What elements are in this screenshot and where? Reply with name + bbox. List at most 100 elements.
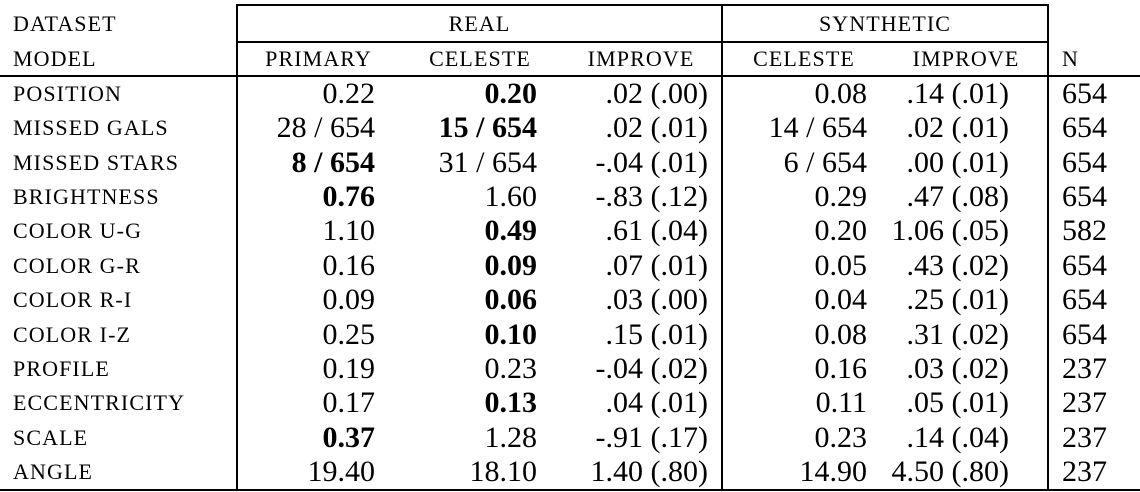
cell-primary-real: 0.25 — [236, 317, 399, 352]
row-label: COLOR I-Z — [13, 321, 132, 347]
cell-improve-synthetic: .31 (.02) — [906, 317, 1009, 351]
cell-primary-real: 1.10 — [236, 214, 399, 249]
table-row: MISSED GALS 28 / 654 15 / 654 .02 (.01) … — [0, 111, 1140, 146]
cell-improve-synthetic: .05 (.01) — [906, 386, 1009, 420]
cell-improve-real: .61 (.04) — [605, 214, 708, 248]
cell-primary-real: 0.17 — [236, 386, 399, 421]
cell-celeste-real: 0.20 — [484, 77, 538, 110]
table-row: BRIGHTNESS 0.76 1.60 -.83 (.12) 0.29 .47… — [0, 179, 1140, 215]
header-improve-real: IMPROVE — [561, 42, 722, 77]
header-synthetic-group: SYNTHETIC — [721, 4, 1048, 43]
cell-n: 654 — [1047, 317, 1140, 352]
cell-primary-real: 0.22 — [236, 76, 399, 111]
cell-n: 654 — [1047, 248, 1140, 283]
header-n: N — [1047, 42, 1140, 77]
cell-improve-real: .02 (.00) — [605, 77, 708, 110]
header-primary: PRIMARY — [236, 42, 399, 77]
table-row: MISSED STARS 8 / 654 31 / 654 -.04 (.01)… — [0, 145, 1140, 180]
row-label: MISSED STARS — [13, 149, 180, 175]
cell-improve-synthetic: .47 (.08) — [906, 179, 1009, 213]
cell-celeste-synthetic: 0.23 — [721, 420, 885, 455]
cell-primary-real: 0.16 — [236, 248, 399, 283]
table-row: COLOR U-G 1.10 0.49 .61 (.04) 0.20 1.06 … — [0, 214, 1140, 249]
cell-celeste-synthetic: 0.05 — [721, 248, 885, 283]
cell-n: 237 — [1047, 420, 1140, 455]
row-label: POSITION — [13, 81, 123, 106]
cell-celeste-real: 0.13 — [484, 386, 538, 420]
cell-improve-synthetic: .14 (.04) — [906, 420, 1009, 454]
cell-improve-synthetic: .14 (.01) — [906, 77, 1009, 110]
cell-improve-synthetic: 4.50 (.80) — [885, 454, 1048, 491]
header-celeste-synthetic: CELESTE — [721, 42, 885, 77]
table-row: COLOR I-Z 0.25 0.10 .15 (.01) 0.08 .31 (… — [0, 317, 1140, 352]
cell-celeste-synthetic: 0.20 — [721, 214, 885, 249]
cell-improve-synthetic: .00 (.01) — [906, 145, 1009, 179]
row-label: MISSED GALS — [13, 115, 169, 141]
table-row: POSITION 0.22 0.20 .02 (.00) 0.08 .14 (.… — [0, 76, 1140, 111]
cell-celeste-real: 1.28 — [484, 420, 538, 454]
cell-celeste-synthetic: 0.29 — [721, 179, 885, 215]
row-label: BRIGHTNESS — [13, 183, 160, 209]
header-model: MODEL — [0, 42, 237, 77]
cell-celeste-real: 0.09 — [484, 248, 538, 282]
cell-improve-real: -.83 (.12) — [595, 179, 708, 213]
cell-n: 654 — [1047, 282, 1140, 318]
cell-n: 654 — [1047, 145, 1140, 180]
header-row-columns: MODEL PRIMARY CELESTE IMPROVE CELESTE IM… — [0, 42, 1140, 77]
row-label: ECCENTRICITY — [13, 390, 186, 416]
cell-improve-real: .04 (.01) — [605, 386, 708, 420]
cell-celeste-synthetic: 0.08 — [721, 76, 885, 111]
cell-celeste-synthetic: 14.90 — [721, 454, 885, 491]
cell-celeste-real: 0.10 — [484, 317, 538, 351]
cell-celeste-synthetic: 14 / 654 — [721, 111, 885, 146]
table-row: COLOR G-R 0.16 0.09 .07 (.01) 0.05 .43 (… — [0, 248, 1140, 283]
cell-primary-real: 0.09 — [236, 282, 399, 318]
row-label: ANGLE — [0, 454, 237, 491]
header-celeste-real: CELESTE — [399, 42, 561, 77]
cell-celeste-real: 31 / 654 — [438, 145, 537, 179]
cell-improve-real: 1.40 (.80) — [561, 454, 722, 491]
results-table: DATASET REAL SYNTHETIC MODEL PRIMARY CEL… — [0, 4, 1140, 491]
cell-celeste-synthetic: 0.08 — [721, 317, 885, 352]
cell-celeste-synthetic: 0.16 — [721, 351, 885, 387]
cell-improve-synthetic: 1.06 (.05) — [891, 214, 1009, 248]
cell-improve-real: .02 (.01) — [605, 111, 708, 145]
cell-primary-real: 0.19 — [236, 351, 399, 387]
header-row-groups: DATASET REAL SYNTHETIC — [0, 4, 1140, 43]
header-spacer — [1047, 5, 1140, 42]
cell-primary-real: 8 / 654 — [236, 145, 399, 180]
table-row: PROFILE 0.19 0.23 -.04 (.02) 0.16 .03 (.… — [0, 351, 1140, 387]
cell-improve-real: -.91 (.17) — [595, 420, 708, 454]
table-row: SCALE 0.37 1.28 -.91 (.17) 0.23 .14 (.04… — [0, 420, 1140, 455]
cell-improve-real: -.04 (.01) — [595, 145, 708, 179]
cell-celeste-synthetic: 0.04 — [721, 282, 885, 318]
cell-improve-synthetic: .25 (.01) — [906, 283, 1009, 317]
cell-primary-real: 0.76 — [236, 179, 399, 215]
cell-celeste-real: 0.06 — [484, 283, 538, 317]
cell-improve-real: -.04 (.02) — [595, 351, 708, 385]
header-improve-synthetic: IMPROVE — [885, 42, 1048, 77]
cell-primary-real: 0.37 — [236, 420, 399, 455]
row-label: SCALE — [13, 424, 89, 450]
cell-celeste-real: 0.23 — [484, 351, 538, 385]
row-label: COLOR G-R — [13, 252, 141, 278]
row-label: PROFILE — [13, 355, 110, 381]
cell-n: 237 — [1047, 386, 1140, 421]
cell-improve-real: .03 (.00) — [605, 283, 708, 317]
table-row: ECCENTRICITY 0.17 0.13 .04 (.01) 0.11 .0… — [0, 386, 1140, 421]
cell-celeste-synthetic: 0.11 — [721, 386, 885, 421]
cell-improve-synthetic: .43 (.02) — [906, 248, 1009, 282]
table-row: COLOR R-I 0.09 0.06 .03 (.00) 0.04 .25 (… — [0, 282, 1140, 318]
header-dataset: DATASET — [13, 10, 117, 36]
cell-improve-real: .15 (.01) — [605, 317, 708, 351]
cell-improve-synthetic: .02 (.01) — [906, 111, 1009, 145]
cell-primary-real: 28 / 654 — [236, 111, 399, 146]
table-row: ANGLE 19.40 18.10 1.40 (.80) 14.90 4.50 … — [0, 454, 1140, 491]
cell-n: 237 — [1047, 454, 1140, 491]
cell-n: 654 — [1047, 76, 1140, 111]
cell-improve-synthetic: .03 (.02) — [906, 351, 1009, 385]
cell-celeste-real: 0.49 — [484, 214, 538, 248]
cell-n: 237 — [1047, 351, 1140, 387]
cell-n: 582 — [1047, 214, 1140, 249]
table-body: POSITION 0.22 0.20 .02 (.00) 0.08 .14 (.… — [0, 76, 1140, 491]
